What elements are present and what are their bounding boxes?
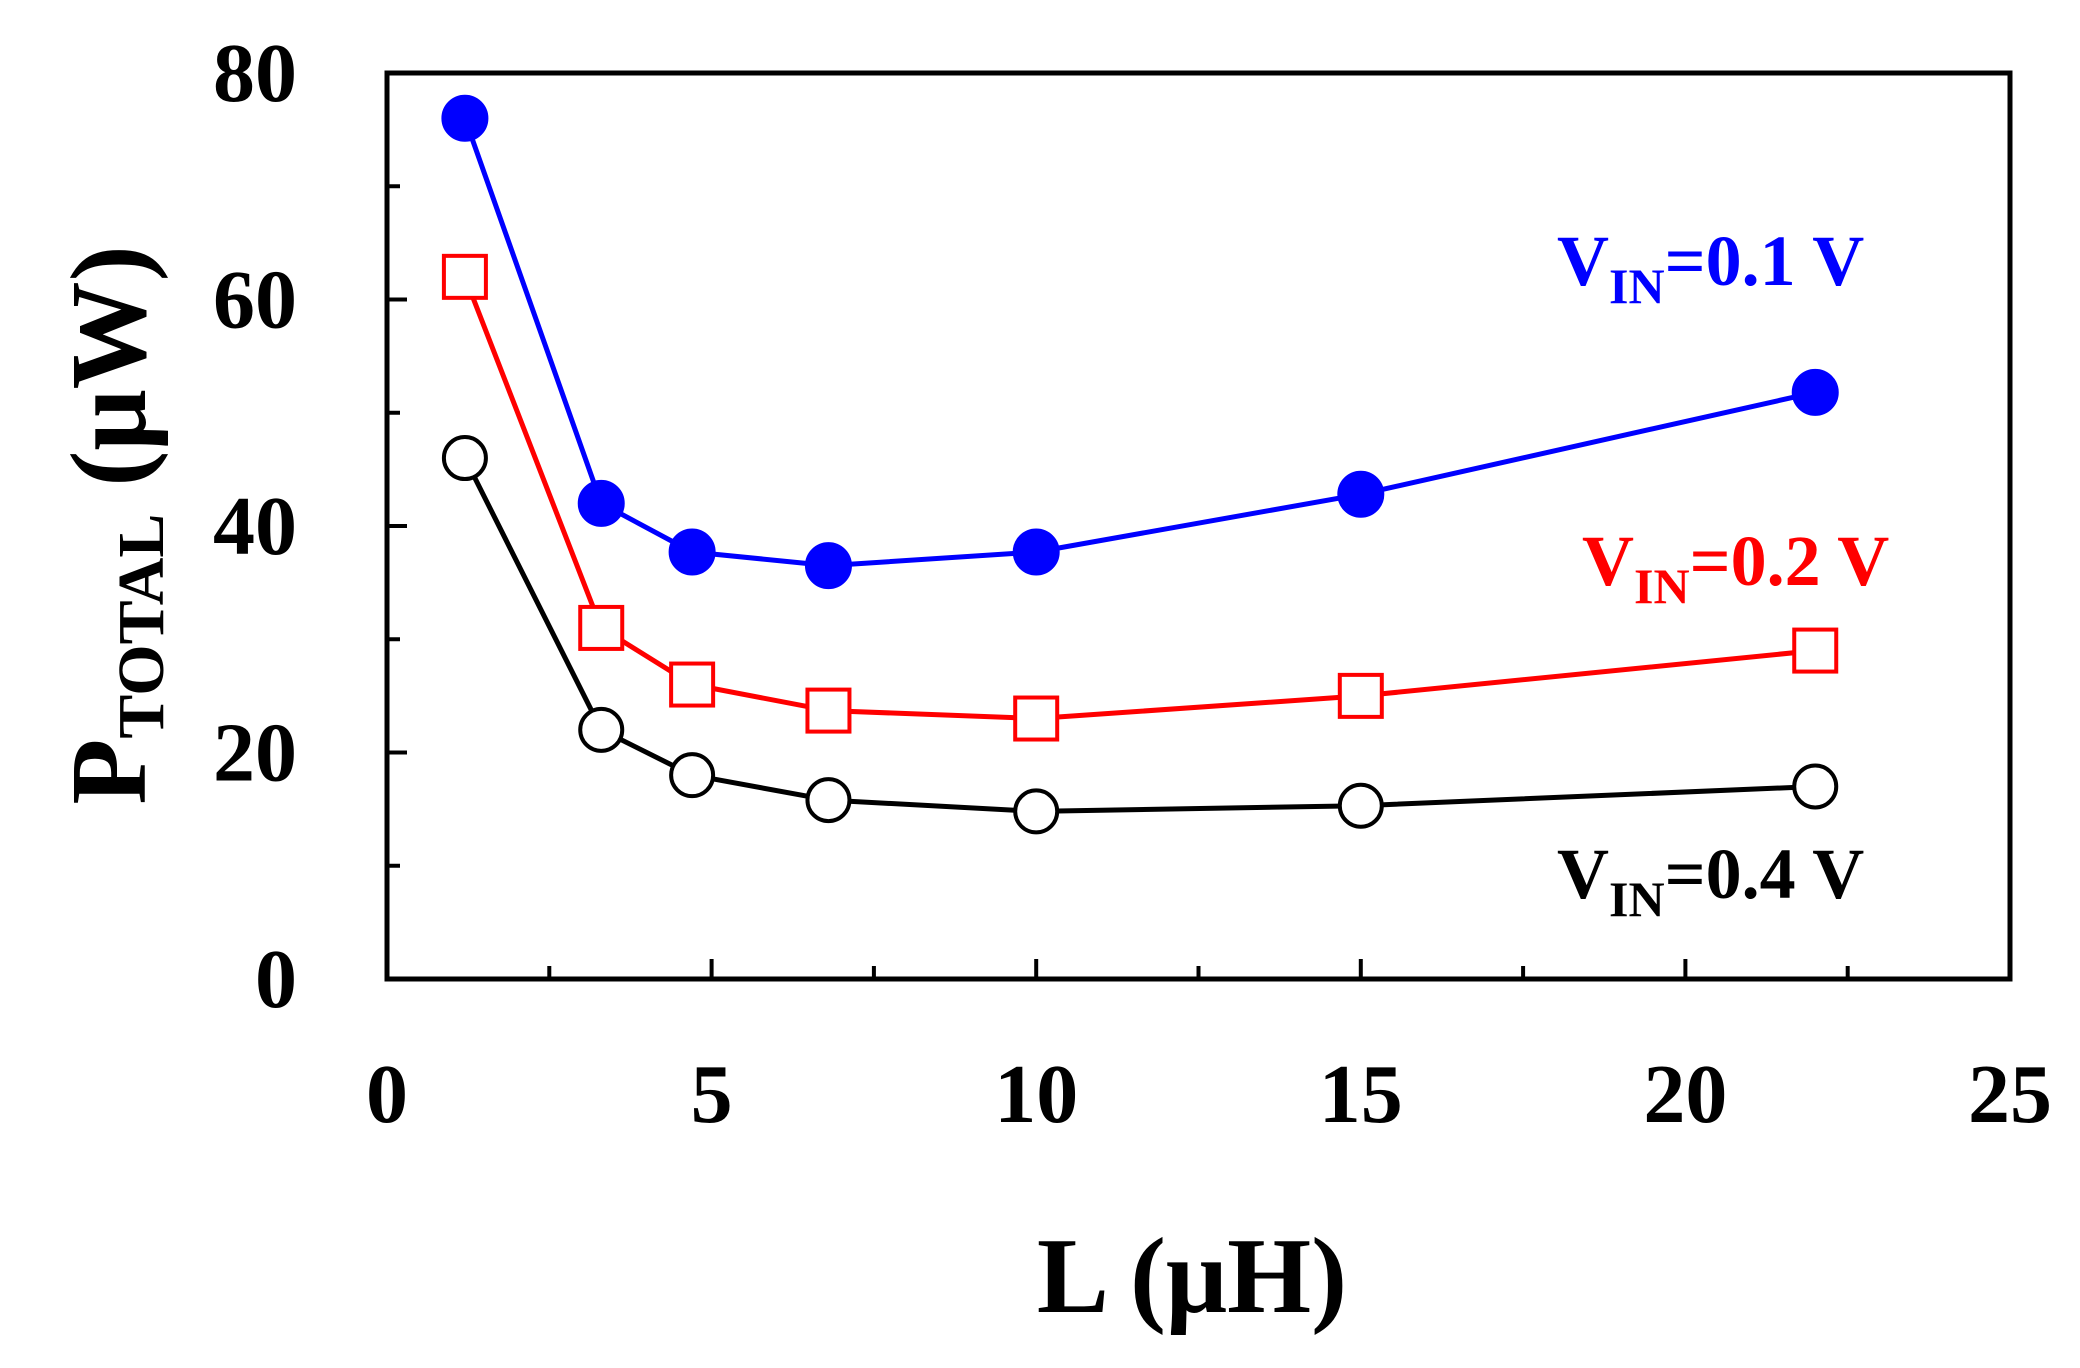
series-markers	[441, 94, 1839, 835]
series-line-0	[462, 117, 1816, 569]
x-tick-label: 5	[691, 1048, 733, 1141]
series-point-0	[577, 479, 625, 527]
series-point-1	[1792, 627, 1839, 674]
series-label-main: V	[1557, 221, 1609, 301]
y-tick-label: 80	[213, 27, 297, 120]
series-point-2	[1013, 788, 1060, 835]
y-axis-title-main: P	[50, 739, 169, 805]
y-axis-title: PTOTAL (μW)	[50, 245, 178, 804]
x-tick-label: 25	[1968, 1048, 2052, 1141]
major-ticks	[385, 71, 2012, 981]
series-label-subscript: IN	[1634, 558, 1690, 614]
series-point-2	[1792, 763, 1839, 810]
series-label-value: =0.2 V	[1690, 521, 1890, 601]
series-point-0	[1337, 470, 1385, 518]
series-line-1	[462, 275, 1816, 721]
y-tick-label: 60	[213, 254, 297, 347]
series-point-2	[1337, 782, 1384, 829]
x-tick-label: 20	[1643, 1048, 1727, 1141]
series-point-0	[804, 542, 852, 590]
y-tick-label: 40	[213, 480, 297, 573]
series-point-1	[805, 687, 852, 734]
x-tick-labels: 0 5 10 15 20 25	[366, 1048, 2052, 1141]
series-label-value: =0.1 V	[1665, 221, 1865, 301]
series-point-1	[1013, 695, 1060, 742]
y-tick-labels: 0 20 40 60 80	[213, 27, 297, 1026]
series-label-main: V	[1582, 521, 1634, 601]
y-tick-label: 0	[255, 933, 297, 1026]
series-point-1	[578, 604, 625, 651]
y-axis-title-units: (μW)	[50, 245, 169, 513]
y-tick-label: 20	[213, 707, 297, 800]
series-point-0	[1012, 528, 1060, 576]
series-label-vin-0-1: VIN=0.1 V	[1557, 221, 1864, 314]
series-point-2	[441, 435, 488, 482]
series-label-vin-0-2: VIN=0.2 V	[1582, 521, 1889, 614]
series-label-subscript: IN	[1609, 258, 1665, 314]
series-point-2	[805, 777, 852, 824]
series-line-2	[462, 456, 1816, 814]
series-point-2	[669, 752, 716, 799]
series-point-1	[441, 253, 488, 300]
x-axis-title: L (μH)	[1037, 1217, 1347, 1336]
series-label-value: =0.4 V	[1665, 834, 1865, 914]
y-axis-title-subscript: TOTAL	[105, 514, 178, 739]
series-label-subscript: IN	[1609, 871, 1665, 927]
x-tick-label: 0	[366, 1048, 408, 1141]
series-point-1	[669, 661, 716, 708]
series-lines	[462, 117, 1816, 814]
series-point-0	[1791, 368, 1839, 416]
series-point-0	[441, 94, 489, 142]
series-point-1	[1337, 672, 1384, 719]
series-label-vin-0-4: VIN=0.4 V	[1557, 834, 1864, 927]
series-point-2	[578, 706, 625, 753]
x-tick-label: 10	[994, 1048, 1078, 1141]
x-tick-label: 15	[1319, 1048, 1403, 1141]
plot-frame	[384, 70, 2013, 982]
series-label-main: V	[1557, 834, 1609, 914]
series-point-0	[668, 528, 716, 576]
